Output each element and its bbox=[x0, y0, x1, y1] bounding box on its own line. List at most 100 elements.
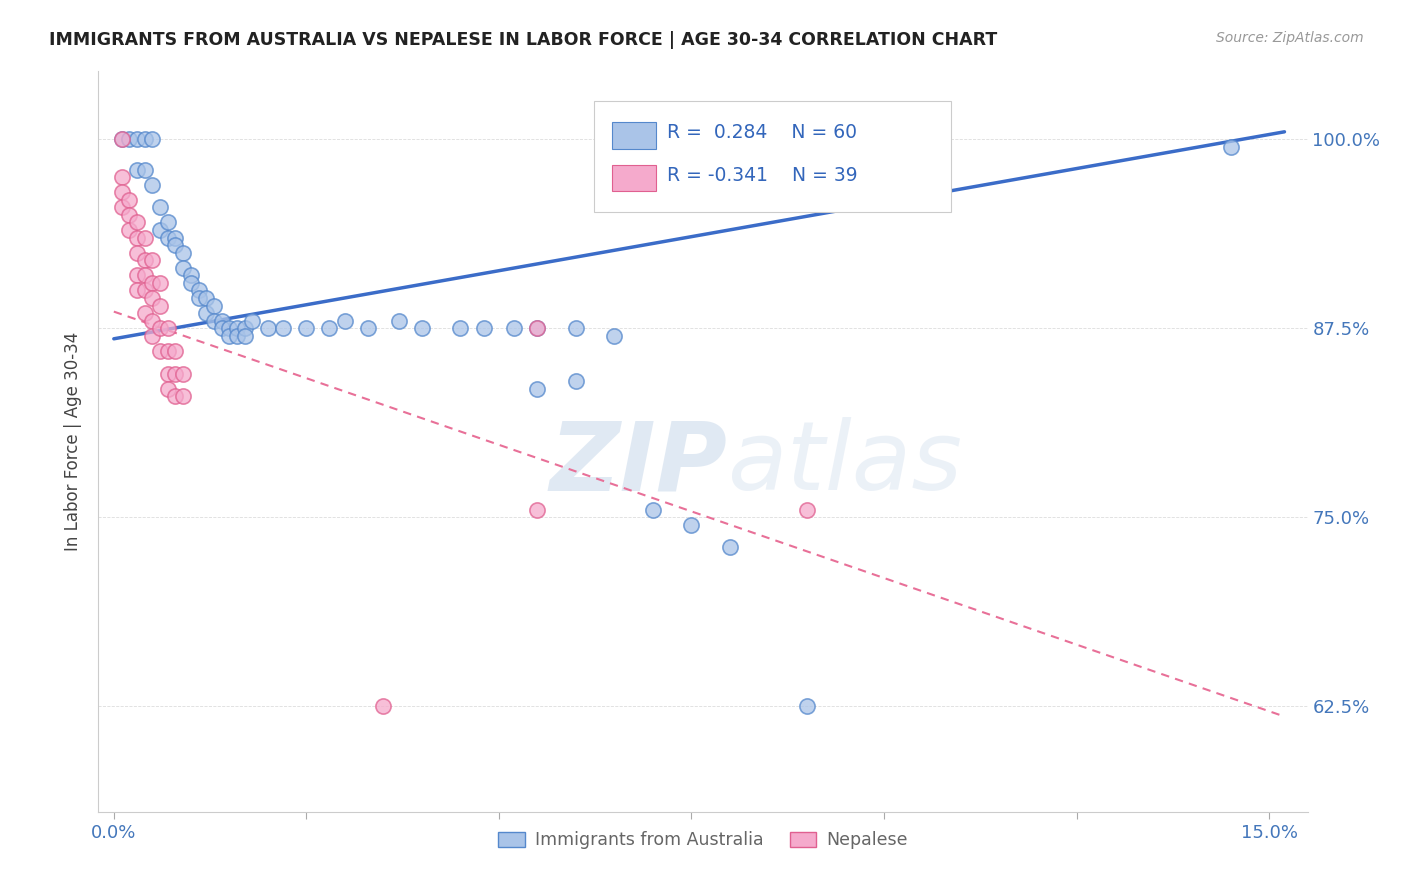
Point bbox=[526, 321, 548, 335]
Point bbox=[110, 170, 132, 185]
Point bbox=[318, 321, 340, 335]
Point bbox=[165, 389, 187, 403]
Point bbox=[226, 328, 249, 343]
Point bbox=[149, 321, 172, 335]
Point bbox=[526, 502, 548, 516]
Point bbox=[373, 698, 395, 713]
Point bbox=[218, 328, 240, 343]
Point bbox=[526, 382, 548, 396]
Point bbox=[180, 276, 202, 290]
Point bbox=[110, 132, 132, 146]
Point bbox=[796, 178, 818, 192]
FancyBboxPatch shape bbox=[595, 101, 950, 212]
Text: IMMIGRANTS FROM AUSTRALIA VS NEPALESE IN LABOR FORCE | AGE 30-34 CORRELATION CHA: IMMIGRANTS FROM AUSTRALIA VS NEPALESE IN… bbox=[49, 31, 997, 49]
Point bbox=[172, 260, 194, 275]
FancyBboxPatch shape bbox=[613, 165, 655, 191]
Point bbox=[156, 230, 179, 244]
Point bbox=[873, 170, 896, 185]
Point bbox=[526, 321, 548, 335]
Point bbox=[357, 321, 380, 335]
Point bbox=[233, 328, 256, 343]
Point bbox=[681, 178, 703, 192]
Point bbox=[134, 162, 156, 177]
Point bbox=[187, 284, 209, 298]
Point bbox=[271, 321, 294, 335]
Point bbox=[172, 389, 194, 403]
Point bbox=[165, 238, 187, 252]
Point bbox=[565, 374, 588, 388]
Point bbox=[172, 245, 194, 260]
Point bbox=[110, 200, 132, 214]
Point bbox=[472, 321, 495, 335]
Point bbox=[796, 502, 818, 516]
Point bbox=[187, 291, 209, 305]
Point bbox=[449, 321, 471, 335]
Point bbox=[134, 230, 156, 244]
Point bbox=[211, 321, 233, 335]
Point bbox=[603, 328, 626, 343]
Point bbox=[118, 208, 141, 222]
Point bbox=[125, 820, 148, 834]
Point bbox=[202, 299, 225, 313]
Point bbox=[195, 291, 218, 305]
Point bbox=[242, 313, 264, 327]
Point bbox=[333, 313, 356, 327]
Point bbox=[1219, 140, 1241, 154]
Point bbox=[211, 313, 233, 327]
Point bbox=[226, 321, 249, 335]
Point bbox=[141, 313, 163, 327]
Point bbox=[758, 178, 780, 192]
Point bbox=[796, 698, 818, 713]
Point bbox=[125, 215, 148, 229]
Point bbox=[149, 343, 172, 358]
Point bbox=[172, 367, 194, 381]
Point bbox=[388, 313, 411, 327]
Point bbox=[134, 253, 156, 268]
Point bbox=[110, 186, 132, 200]
Text: atlas: atlas bbox=[727, 417, 962, 510]
Point bbox=[156, 321, 179, 335]
Point bbox=[718, 541, 741, 555]
Point bbox=[125, 268, 148, 283]
Point bbox=[165, 230, 187, 244]
Point bbox=[156, 382, 179, 396]
Point bbox=[141, 178, 163, 192]
Point bbox=[233, 321, 256, 335]
Point bbox=[149, 223, 172, 237]
Point bbox=[295, 321, 318, 335]
Point bbox=[195, 306, 218, 320]
Text: R = -0.341    N = 39: R = -0.341 N = 39 bbox=[666, 166, 858, 185]
Point bbox=[149, 200, 172, 214]
Point bbox=[565, 321, 588, 335]
Point bbox=[134, 284, 156, 298]
Point bbox=[156, 343, 179, 358]
FancyBboxPatch shape bbox=[613, 122, 655, 149]
Text: Source: ZipAtlas.com: Source: ZipAtlas.com bbox=[1216, 31, 1364, 45]
Point bbox=[141, 328, 163, 343]
Point bbox=[118, 223, 141, 237]
Point bbox=[202, 313, 225, 327]
Point bbox=[125, 162, 148, 177]
Point bbox=[218, 321, 240, 335]
Point bbox=[156, 215, 179, 229]
Point bbox=[149, 276, 172, 290]
Point bbox=[641, 502, 664, 516]
Point bbox=[834, 170, 856, 185]
Point bbox=[134, 132, 156, 146]
Point bbox=[110, 132, 132, 146]
Text: ZIP: ZIP bbox=[550, 417, 727, 510]
Point bbox=[125, 284, 148, 298]
Point bbox=[134, 268, 156, 283]
Legend: Immigrants from Australia, Nepalese: Immigrants from Australia, Nepalese bbox=[492, 824, 914, 856]
Point bbox=[134, 306, 156, 320]
Point bbox=[180, 268, 202, 283]
Y-axis label: In Labor Force | Age 30-34: In Labor Force | Age 30-34 bbox=[65, 332, 83, 551]
Point bbox=[156, 367, 179, 381]
Point bbox=[125, 230, 148, 244]
Point bbox=[125, 132, 148, 146]
Point bbox=[165, 343, 187, 358]
Point bbox=[141, 132, 163, 146]
Point bbox=[681, 517, 703, 532]
Point bbox=[257, 321, 280, 335]
Point bbox=[149, 299, 172, 313]
